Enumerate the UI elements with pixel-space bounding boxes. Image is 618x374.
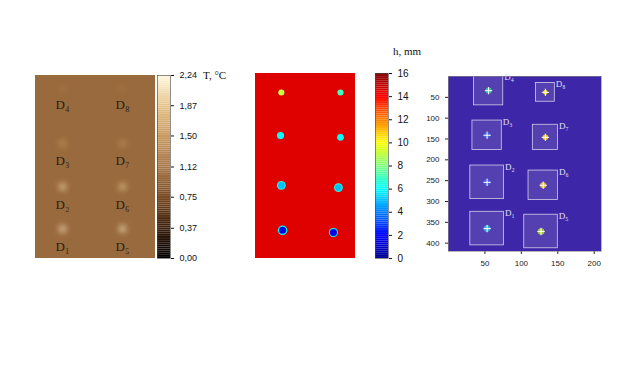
svg-text:0,37: 0,37 [180,223,198,233]
svg-text:100: 100 [515,259,529,268]
svg-text:350: 350 [426,218,440,227]
svg-text:D₃: D₃ [56,153,70,168]
svg-text:D₈: D₈ [556,79,566,89]
svg-text:12: 12 [398,114,410,125]
svg-text:D₄: D₄ [504,72,514,82]
svg-text:D₃: D₃ [503,117,513,127]
svg-text:D₆: D₆ [116,197,130,212]
svg-text:200: 200 [588,259,602,268]
svg-text:250: 250 [426,176,440,185]
svg-text:D₅: D₅ [116,239,130,254]
svg-text:10: 10 [398,137,410,148]
svg-text:0,00: 0,00 [180,253,198,263]
svg-text:1,12: 1,12 [180,162,198,172]
svg-text:150: 150 [551,259,565,268]
svg-text:1,50: 1,50 [180,131,198,141]
svg-text:16: 16 [398,68,410,79]
svg-text:1,87: 1,87 [180,101,198,111]
svg-text:D₇: D₇ [559,121,569,131]
svg-text:8: 8 [398,160,404,171]
svg-text:D₇: D₇ [116,153,130,168]
svg-text:50: 50 [431,93,440,102]
html-text:T, °C: T, °C [203,69,227,81]
svg-text:50: 50 [480,259,489,268]
svg-text:150: 150 [426,135,440,144]
svg-text:0: 0 [398,253,404,264]
svg-text:D₅: D₅ [559,211,569,221]
svg-text:D₁: D₁ [505,208,515,218]
svg-text:400: 400 [426,239,440,248]
svg-text:D₁: D₁ [56,239,70,254]
svg-text:D₆: D₆ [559,167,569,177]
svg-text:D₄: D₄ [56,97,70,112]
svg-text:0,75: 0,75 [180,192,198,202]
svg-text:14: 14 [398,91,410,102]
svg-text:D₂: D₂ [505,162,515,172]
svg-text:300: 300 [426,197,440,206]
svg-text:200: 200 [426,155,440,164]
svg-text:4: 4 [398,206,404,217]
svg-text:D₈: D₈ [116,97,130,112]
svg-text:2,24: 2,24 [180,70,198,80]
svg-text:100: 100 [426,114,440,123]
html-text:h, mm: h, mm [393,45,422,57]
svg-text:6: 6 [398,183,404,194]
svg-text:2: 2 [398,230,404,241]
svg-text:D₂: D₂ [56,197,70,212]
